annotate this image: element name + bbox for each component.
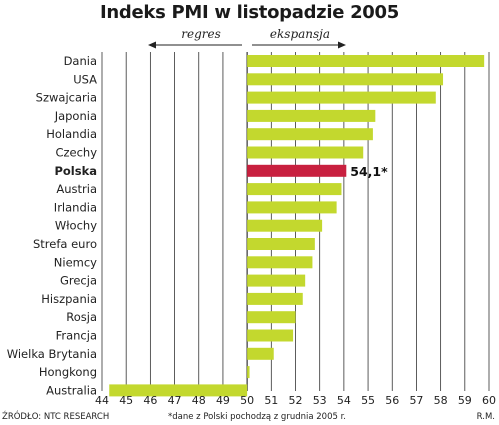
x-tick-label-48: 48 — [192, 394, 206, 407]
category-label-wielka-brytania: Wielka Brytania — [7, 347, 97, 361]
x-tick-label-56: 56 — [385, 394, 399, 407]
bar-czechy — [247, 146, 364, 159]
x-tick-label-52: 52 — [289, 394, 303, 407]
bar-szwajcaria — [247, 91, 436, 104]
bar-hongkong — [247, 366, 250, 379]
x-tick-label-50: 50 — [240, 394, 254, 407]
category-label-austria: Austria — [56, 182, 97, 196]
bar-holandia — [247, 128, 373, 141]
bar-strefa-euro — [247, 238, 315, 250]
x-axis-ticks: 44 45 46 47 48 49 50 51 52 53 54 55 56 57 58 59 60 — [95, 394, 496, 407]
x-tick-label-47: 47 — [168, 394, 182, 407]
data-labels: 54,1* — [350, 164, 388, 179]
category-label-rosja: Rosja — [66, 310, 97, 324]
category-label-grecja: Grecja — [60, 274, 97, 288]
bar-australia — [109, 384, 248, 397]
category-label-strefa-euro: Strefa euro — [33, 237, 97, 251]
category-labels: Dania USA Szwajcaria Japonia Holandia Czechy P… — [7, 54, 97, 397]
category-label-holandia: Holandia — [46, 127, 97, 141]
regres-label: regres — [181, 27, 221, 41]
bar-usa — [247, 73, 444, 86]
x-tick-label-45: 45 — [119, 394, 133, 407]
category-label-niemcy: Niemcy — [54, 255, 97, 269]
bar-irlandia — [247, 201, 337, 214]
category-label-australia: Australia — [46, 383, 97, 397]
bar-grecja — [247, 274, 306, 287]
category-label-hongkong: Hongkong — [39, 365, 97, 379]
category-label-japonia: Japonia — [54, 109, 97, 123]
x-tick-label-59: 59 — [458, 394, 472, 407]
x-tick-label-51: 51 — [264, 394, 278, 407]
ekspansja-label: ekspansja — [270, 27, 330, 41]
category-label-usa: USA — [73, 72, 97, 86]
x-tick-label-55: 55 — [361, 394, 375, 407]
category-label-hiszpania: Hiszpania — [41, 292, 97, 306]
bar-hiszpania — [247, 292, 303, 305]
bar-francja — [247, 329, 294, 342]
x-tick-label-57: 57 — [409, 394, 423, 407]
footer-note: *dane z Polski pochodzą z grudnia 2005 r… — [168, 412, 347, 422]
bar-wlochy — [247, 219, 323, 232]
bar-rosja — [247, 311, 296, 324]
bar-austria — [247, 183, 342, 196]
category-label-szwajcaria: Szwajcaria — [36, 91, 97, 105]
x-tick-label-60: 60 — [482, 394, 496, 407]
x-tick-label-53: 53 — [313, 394, 327, 407]
bar-japonia — [247, 109, 376, 122]
regres-arrow-head — [148, 41, 156, 49]
category-label-czechy: Czechy — [55, 146, 97, 160]
data-label-polska: 54,1* — [350, 164, 388, 179]
footer-author: R.M. — [476, 412, 495, 422]
bar-wielka-brytania — [247, 347, 274, 360]
chart-title: Indeks PMI w listopadzie 2005 — [100, 2, 399, 23]
bar-polska — [247, 164, 347, 177]
x-tick-label-58: 58 — [434, 394, 448, 407]
x-tick-label-54: 54 — [337, 394, 351, 407]
category-label-polska: Polska — [54, 164, 97, 178]
footer-source: ŹRÓDŁO: NTC RESEARCH — [2, 412, 110, 422]
category-label-irlandia: Irlandia — [54, 200, 97, 214]
bars — [109, 55, 485, 397]
category-label-wlochy: Włochy — [55, 219, 97, 233]
bar-niemcy — [247, 256, 313, 269]
category-label-francja: Francja — [56, 329, 97, 343]
x-tick-label-49: 49 — [216, 394, 230, 407]
bar-dania — [247, 55, 485, 67]
category-label-dania: Dania — [64, 54, 97, 68]
x-tick-label-46: 46 — [143, 394, 157, 407]
x-tick-label-44: 44 — [95, 394, 109, 407]
direction-arrows: regres ekspansja — [148, 27, 346, 49]
ekspansja-arrow-head — [338, 41, 346, 49]
